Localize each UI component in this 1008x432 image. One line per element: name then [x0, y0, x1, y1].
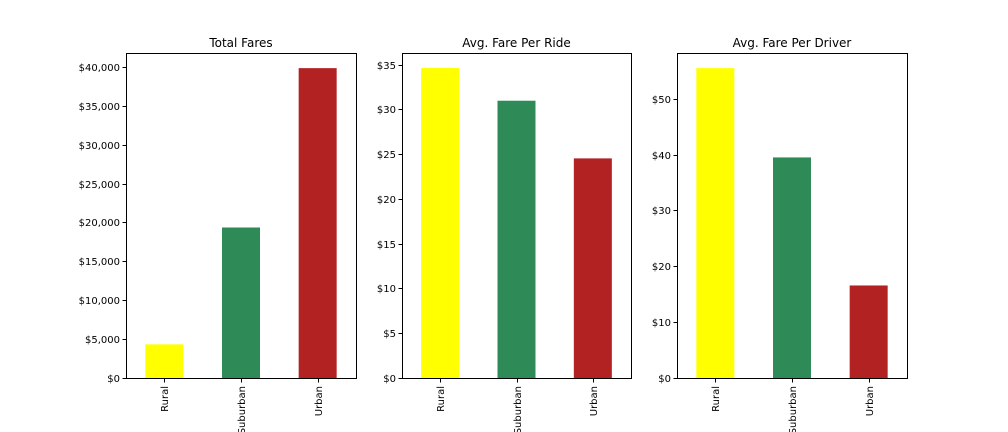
panel-avg-fare-per-driver: $0 $10 $20 $30 $40 $50 Rural Suburban Urban Avg. … [652, 36, 908, 432]
x-tick-label-rural: Rural [436, 386, 447, 412]
y-tick-label: $0 [658, 374, 671, 385]
x-tick-label-rural: Rural [711, 386, 722, 412]
y-tick-label: $35,000 [79, 102, 120, 113]
y-tick-label: $35 [377, 61, 396, 72]
x-tick-label-suburban: Suburban [788, 386, 799, 432]
y-tick-label: $25 [377, 150, 396, 161]
y-tick-label: $20,000 [79, 218, 120, 229]
y-tick-label: $15 [377, 240, 396, 251]
panel-total-fares: $0 $5,000 $10,000 $15,000 $20,000 $25,000 $30,… [79, 36, 357, 432]
bar-urban [849, 285, 888, 378]
y-tick-label: $30,000 [79, 141, 120, 152]
bar-urban [573, 158, 612, 378]
x-tick-label-urban: Urban [314, 386, 325, 416]
y-tick-label: $0 [107, 374, 120, 385]
y-tick-label: $10 [377, 284, 396, 295]
bar-rural [145, 344, 184, 378]
y-tick-label: $40,000 [79, 63, 120, 74]
bar-rural [696, 68, 735, 378]
y-tick-label: $25,000 [79, 180, 120, 191]
bar-suburban [773, 157, 811, 378]
y-tick-label: $20 [652, 262, 671, 273]
x-tick-label-rural: Rural [160, 386, 171, 412]
y-tick-label: $5 [383, 329, 396, 340]
chart-title: Total Fares [208, 36, 272, 50]
chart-title: Avg. Fare Per Driver [733, 36, 852, 50]
x-tick-label-suburban: Suburban [237, 386, 248, 432]
y-tick-label: $0 [383, 374, 396, 385]
panel-avg-fare-per-ride: $0 $5 $10 $15 $20 $25 $30 $35 Rural Suburban Urban… [377, 36, 632, 432]
bar-suburban [497, 100, 536, 378]
y-tick-label: $5,000 [85, 335, 120, 346]
y-tick-label: $50 [652, 95, 671, 106]
chart-title: Avg. Fare Per Ride [462, 36, 571, 50]
y-tick-label: $30 [377, 105, 396, 116]
bar-urban [298, 68, 337, 378]
bar-rural [421, 68, 460, 378]
y-tick-label: $10,000 [79, 296, 120, 307]
x-tick-label-urban: Urban [589, 386, 600, 416]
y-tick-label: $15,000 [79, 257, 120, 268]
y-tick-label: $30 [652, 206, 671, 217]
y-tick-label: $20 [377, 195, 396, 206]
y-tick-label: $10 [652, 318, 671, 329]
x-tick-label-suburban: Suburban [513, 386, 524, 432]
bar-suburban [222, 227, 260, 378]
y-tick-label: $40 [652, 151, 671, 162]
x-tick-label-urban: Urban [865, 386, 876, 416]
